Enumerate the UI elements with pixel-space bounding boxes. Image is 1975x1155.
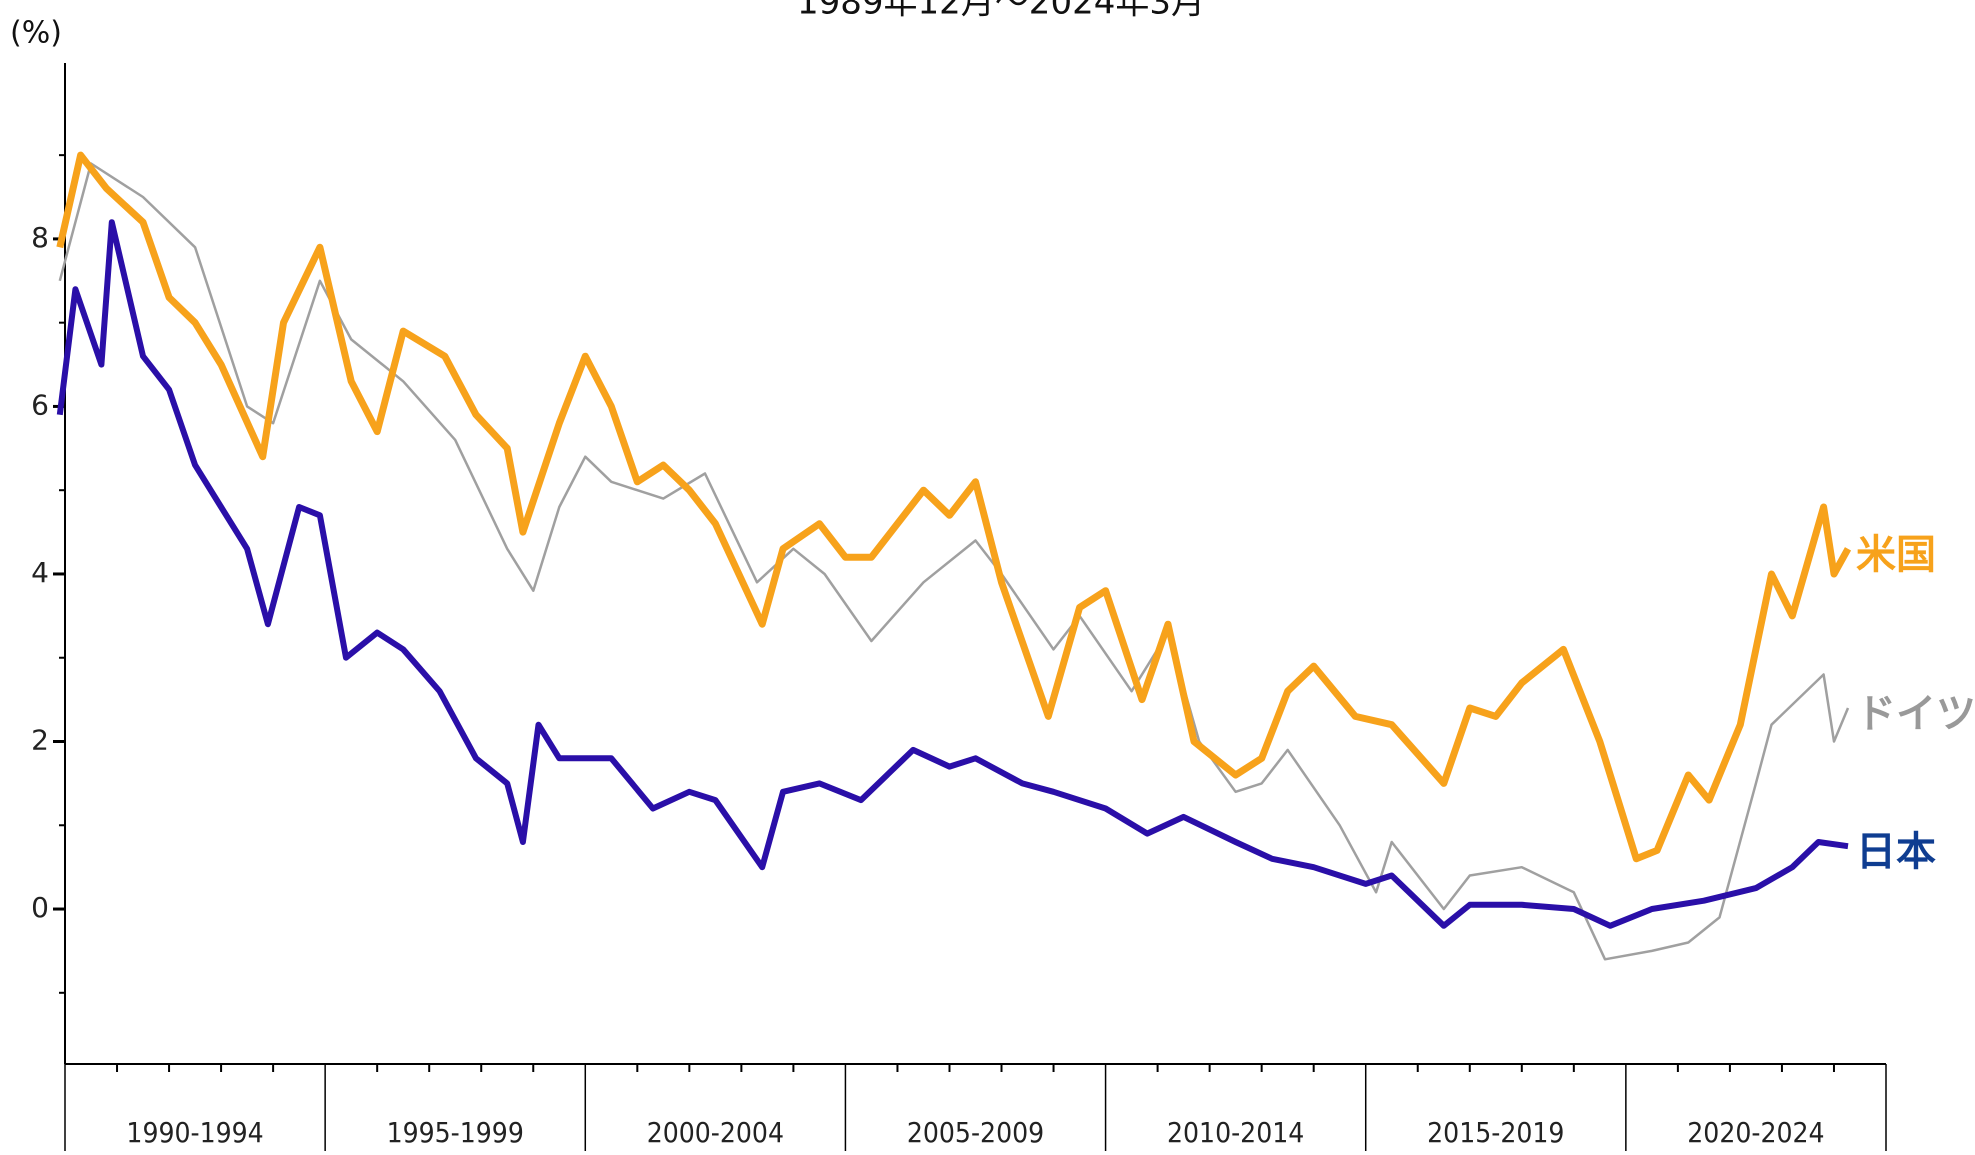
y-tick-label: 6 bbox=[31, 388, 49, 421]
series-label: 米国 bbox=[1856, 532, 1936, 578]
x-period-label: 2005-2009 bbox=[907, 1116, 1044, 1149]
y-tick-label: 2 bbox=[31, 724, 49, 757]
x-period-label: 2020-2024 bbox=[1687, 1116, 1824, 1149]
x-period-label: 1995-1999 bbox=[387, 1116, 524, 1149]
series-label: 日本 bbox=[1856, 829, 1936, 875]
x-period-label: 2010-2014 bbox=[1167, 1116, 1304, 1149]
series-label: ドイツ bbox=[1856, 691, 1975, 737]
x-period-label: 1990-1994 bbox=[126, 1116, 263, 1149]
y-tick-label: 0 bbox=[31, 891, 49, 924]
chart-title: 1989年12月～2024年3月 bbox=[797, 0, 1205, 23]
y-tick-label: 4 bbox=[31, 556, 49, 589]
series-line bbox=[56, 219, 1849, 929]
x-period-label: 2000-2004 bbox=[647, 1116, 784, 1149]
series-line bbox=[56, 151, 1852, 863]
y-tick-label: 8 bbox=[31, 221, 49, 254]
y-axis-label: (%) bbox=[10, 16, 62, 51]
x-period-label: 2015-2019 bbox=[1427, 1116, 1564, 1149]
